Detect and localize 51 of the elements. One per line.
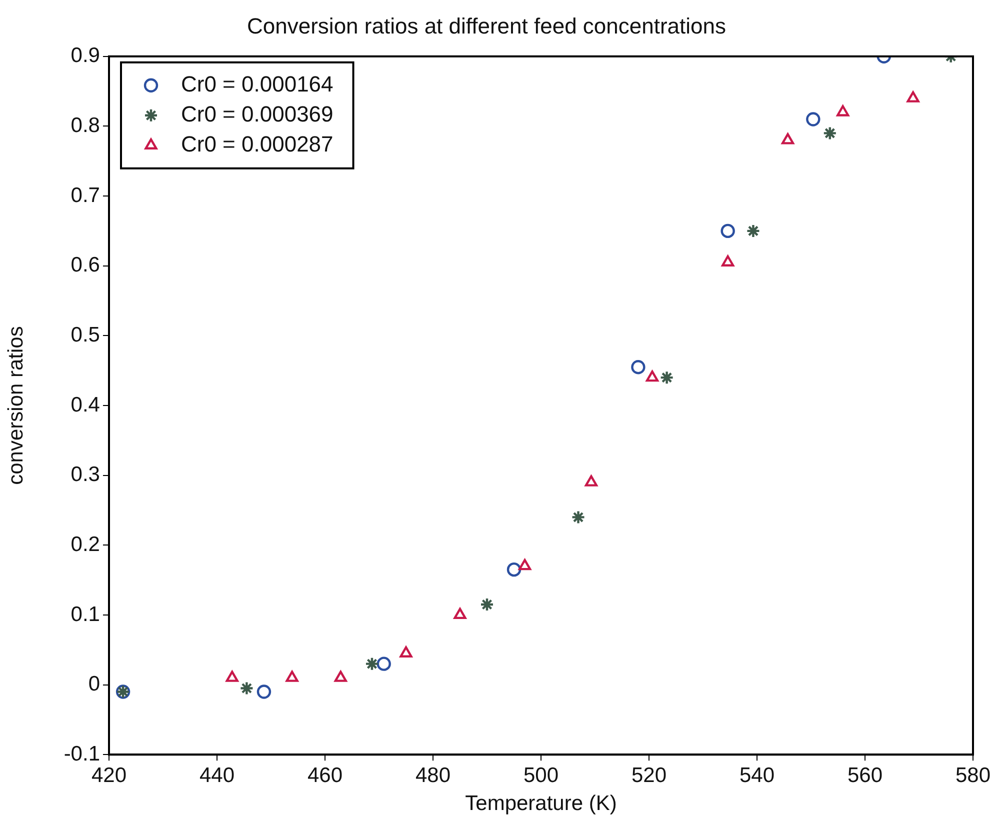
point	[364, 656, 380, 671]
legend-label: Cr0 = 0.000369	[181, 101, 334, 126]
point	[400, 646, 412, 658]
x-tick-label: 540	[739, 764, 775, 787]
y-tick-label: 0	[88, 672, 100, 696]
point	[660, 370, 674, 385]
y-tick-label: 0.6	[70, 254, 100, 277]
x-axis-title: Temperature (K)	[465, 792, 617, 816]
point	[584, 475, 598, 486]
point	[631, 360, 646, 374]
y-tick-label: 0.3	[70, 463, 100, 486]
point	[720, 224, 735, 238]
point	[334, 670, 347, 682]
y-tick-label: 0.5	[70, 323, 100, 346]
x-tick-label: 560	[847, 764, 883, 787]
point	[286, 670, 298, 682]
x-tick-label: 460	[307, 764, 343, 787]
point	[518, 558, 532, 570]
x-tick-label: 500	[523, 764, 559, 787]
point	[906, 91, 920, 102]
point	[454, 608, 466, 620]
point	[571, 510, 586, 524]
point	[646, 370, 659, 382]
x-tick-label: 520	[631, 764, 667, 787]
x-tick-label: 440	[199, 764, 235, 787]
point	[256, 684, 272, 699]
y-tick-label: 0.1	[70, 602, 100, 626]
y-axis-title: conversion ratios	[4, 326, 28, 485]
point	[506, 562, 522, 577]
chart-title: Conversion ratios at different feed concentrations	[247, 13, 726, 38]
legend-label: Cr0 = 0.000287	[181, 131, 334, 156]
legend-label: Cr0 = 0.000164	[181, 71, 334, 96]
x-tick-label: 580	[955, 764, 991, 787]
x-tick-label: 420	[91, 764, 127, 787]
point	[376, 656, 391, 671]
y-tick-label: 0.2	[70, 532, 100, 556]
y-tick-label: -0.1	[64, 742, 100, 766]
point	[781, 133, 794, 144]
point	[746, 224, 760, 238]
point	[836, 105, 850, 116]
y-tick-label: 0.7	[70, 184, 100, 207]
point	[806, 112, 820, 126]
point	[822, 126, 837, 140]
point	[240, 681, 254, 696]
point	[722, 255, 734, 266]
y-tick-label: 0.4	[70, 393, 100, 416]
y-tick-label: 0.8	[70, 114, 100, 138]
point	[226, 670, 238, 682]
x-tick-label: 480	[415, 764, 451, 787]
y-tick-label: 0.9	[70, 44, 100, 68]
point	[480, 597, 494, 612]
